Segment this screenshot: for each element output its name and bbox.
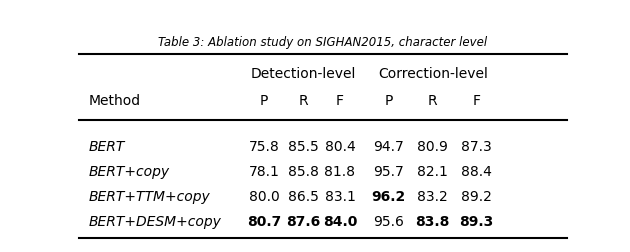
Text: 94.7: 94.7 xyxy=(374,140,404,154)
Text: 85.8: 85.8 xyxy=(288,165,319,179)
Text: P: P xyxy=(384,94,393,108)
Text: P: P xyxy=(260,94,268,108)
Text: 81.8: 81.8 xyxy=(324,165,355,179)
Text: 84.0: 84.0 xyxy=(323,215,357,229)
Text: BERT+DESM+copy: BERT+DESM+copy xyxy=(88,215,221,229)
Text: 83.8: 83.8 xyxy=(416,215,450,229)
Text: 80.9: 80.9 xyxy=(417,140,448,154)
Text: F: F xyxy=(336,94,344,108)
Text: 88.4: 88.4 xyxy=(461,165,492,179)
Text: 95.7: 95.7 xyxy=(374,165,404,179)
Text: R: R xyxy=(299,94,308,108)
Text: 78.1: 78.1 xyxy=(249,165,280,179)
Text: 85.5: 85.5 xyxy=(288,140,319,154)
Text: 89.2: 89.2 xyxy=(461,190,492,204)
Text: 83.2: 83.2 xyxy=(417,190,448,204)
Text: 95.6: 95.6 xyxy=(374,215,404,229)
Text: 87.6: 87.6 xyxy=(286,215,321,229)
Text: 96.2: 96.2 xyxy=(372,190,406,204)
Text: Detection-level: Detection-level xyxy=(251,67,356,81)
Text: BERT+copy: BERT+copy xyxy=(88,165,169,179)
Text: 80.0: 80.0 xyxy=(249,190,280,204)
Text: 80.4: 80.4 xyxy=(324,140,355,154)
Text: R: R xyxy=(428,94,438,108)
Text: 87.3: 87.3 xyxy=(461,140,492,154)
Text: F: F xyxy=(472,94,481,108)
Text: Correction-level: Correction-level xyxy=(378,67,488,81)
Text: 75.8: 75.8 xyxy=(249,140,280,154)
Text: Method: Method xyxy=(88,94,140,108)
Text: 86.5: 86.5 xyxy=(288,190,319,204)
Text: 82.1: 82.1 xyxy=(417,165,448,179)
Text: Table 3: Ablation study on SIGHAN2015, character level: Table 3: Ablation study on SIGHAN2015, c… xyxy=(158,36,488,49)
Text: 80.7: 80.7 xyxy=(247,215,282,229)
Text: 89.3: 89.3 xyxy=(459,215,494,229)
Text: 83.1: 83.1 xyxy=(324,190,355,204)
Text: BERT+TTM+copy: BERT+TTM+copy xyxy=(88,190,210,204)
Text: BERT: BERT xyxy=(88,140,125,154)
